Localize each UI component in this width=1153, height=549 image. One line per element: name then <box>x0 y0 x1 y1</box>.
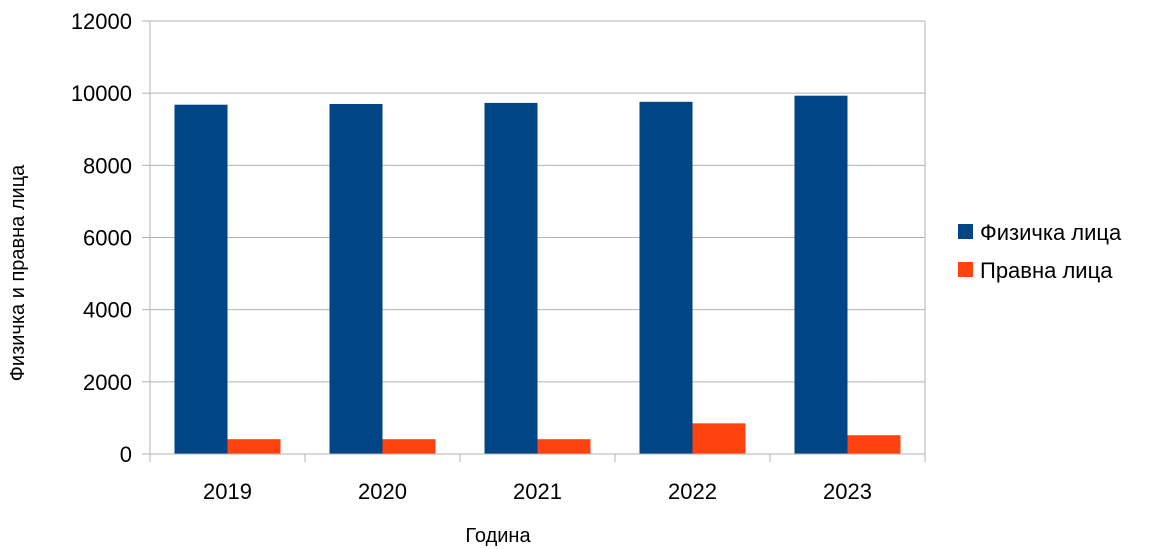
y-tick-label: 2000 <box>83 370 132 395</box>
legend-label-physical: Физичка лица <box>980 220 1122 245</box>
legend-swatch-legal <box>958 262 973 277</box>
legend: Физичка лица Правна лица <box>958 220 1122 283</box>
y-tick-label: 10000 <box>71 81 132 106</box>
legend-label-legal: Правна лица <box>980 258 1113 283</box>
x-tick-label: 2023 <box>823 479 872 504</box>
bar-physical-2019 <box>174 104 228 455</box>
y-tick-label: 8000 <box>83 153 132 178</box>
bars <box>174 95 901 455</box>
y-tick-label: 4000 <box>83 298 132 323</box>
bar-legal-2020 <box>382 439 436 454</box>
y-tick-label: 12000 <box>71 9 132 34</box>
x-tick-label: 2019 <box>203 479 252 504</box>
bar-legal-2019 <box>227 439 281 454</box>
x-axis-title: Година <box>465 525 531 547</box>
bar-legal-2021 <box>537 439 591 454</box>
legend-swatch-physical <box>958 224 973 239</box>
y-tick-label: 6000 <box>83 226 132 251</box>
x-tick-label: 2020 <box>358 479 407 504</box>
x-tick-label: 2021 <box>513 479 562 504</box>
bar-legal-2023 <box>847 435 901 454</box>
bar-physical-2021 <box>484 102 538 454</box>
x-tick-label: 2022 <box>668 479 717 504</box>
bar-physical-2023 <box>794 95 848 454</box>
tick-labels: 0 2000 4000 6000 8000 10000 12000 2019 2020 2021 2… <box>71 9 872 504</box>
bar-physical-2022 <box>639 101 693 455</box>
y-tick-label: 0 <box>120 442 132 467</box>
bar-physical-2020 <box>329 103 383 454</box>
axes <box>142 20 926 462</box>
y-axis-title: Физичка и правна лица <box>7 164 29 381</box>
bar-legal-2022 <box>692 423 746 454</box>
